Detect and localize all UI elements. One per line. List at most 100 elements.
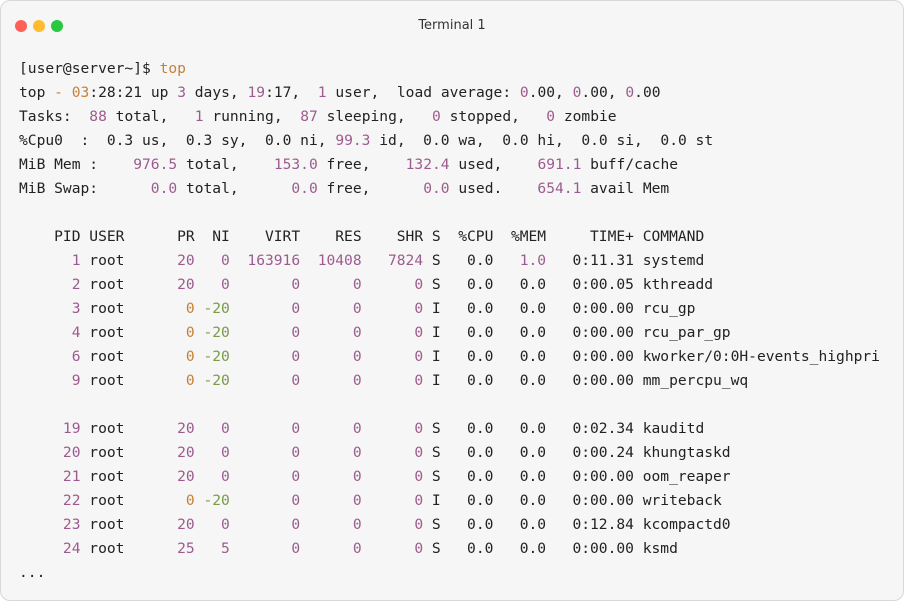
process-cell: 0 [291, 468, 301, 485]
process-cell: 0 [221, 252, 230, 269]
process-cell: 0 [291, 300, 301, 317]
process-cell: root [89, 276, 125, 293]
column-header: USER [89, 228, 125, 245]
process-cell: -20 [203, 300, 230, 317]
process-cell: 0 [352, 300, 362, 317]
process-cell: root [89, 516, 125, 533]
command: top [159, 60, 186, 77]
process-cell: 0 [352, 444, 362, 461]
summary-text: 88 [89, 108, 107, 125]
process-cell: rcu_par_gp [642, 324, 731, 341]
terminal-output: [user@server~]$ top top - 03:28:21 up 3 … [19, 57, 903, 585]
process-cell: 0 [352, 348, 362, 365]
process-cell: 20 [177, 444, 195, 461]
process-cell: 0 [414, 348, 424, 365]
process-cell: 0 [352, 516, 362, 533]
summary-text: 1 [317, 84, 327, 101]
process-cell: root [89, 372, 125, 389]
process-cell: 3 [71, 300, 81, 317]
summary-text: avail Mem [581, 180, 670, 197]
column-header: NI [212, 228, 230, 245]
process-cell: 0 [291, 372, 301, 389]
summary-text: running, [203, 108, 301, 125]
minimize-button[interactable] [33, 20, 45, 32]
process-cell: -20 [203, 492, 230, 509]
column-header: S [431, 228, 441, 245]
summary-text: .00, [528, 84, 573, 101]
process-cell: root [89, 444, 125, 461]
summary-text: id, 0.0 wa, 0.0 hi, 0.0 si, 0.0 st [370, 132, 714, 149]
process-cell: S [431, 444, 441, 461]
process-row: 3 root 0 -20 0 0 0 I 0.0 0.0 0:00.00 rcu_gp [19, 297, 903, 321]
process-cell: 0.0 [467, 252, 494, 269]
process-cell: 0:00.00 [572, 540, 634, 557]
process-cell: 0:00.00 [572, 324, 634, 341]
summary-text: 0.0 [291, 180, 318, 197]
column-header: PR [177, 228, 195, 245]
process-cell: S [431, 468, 441, 485]
process-cell: 0.0 [467, 300, 494, 317]
process-cell: 0.0 [519, 444, 547, 461]
summary-text: 0 [546, 108, 556, 125]
process-cell: 0.0 [519, 324, 547, 341]
process-cell: I [431, 300, 441, 317]
process-cell: mm_percpu_wq [642, 372, 749, 389]
process-cell: 0 [352, 540, 362, 557]
process-row: 1 root 20 0 163916 10408 7824 S 0.0 1.0 0:11.31 sys… [19, 249, 903, 273]
summary-text: 1 [194, 108, 204, 125]
process-cell: 9 [71, 372, 81, 389]
process-cell: S [431, 276, 441, 293]
process-row: 20 root 20 0 0 0 0 S 0.0 0.0 0:00.24 khungtaskd [19, 441, 903, 465]
process-cell: 0 [291, 420, 301, 437]
summary-text: 0.0 [423, 180, 450, 197]
process-cell: S [431, 252, 441, 269]
process-cell: 0.0 [519, 516, 547, 533]
process-cell: 0 [414, 444, 424, 461]
process-cell: 0 [221, 444, 230, 461]
zoom-button[interactable] [51, 20, 63, 32]
process-cell: 0:00.00 [572, 492, 634, 509]
summary-text: 0 [625, 84, 635, 101]
process-cell: 4 [71, 324, 81, 341]
process-cell: 0 [185, 372, 195, 389]
summary-text: 3 [177, 84, 186, 101]
process-cell: 0 [185, 492, 195, 509]
process-cell: oom_reaper [642, 468, 731, 485]
process-cell: 0:11.31 [572, 252, 634, 269]
process-cell: 0:00.05 [572, 276, 634, 293]
prompt: [user@server~]$ [19, 60, 151, 77]
process-cell: 0.0 [467, 444, 494, 461]
summary-text: Tasks: [19, 108, 90, 125]
summary-text: buff/cache [581, 156, 679, 173]
summary-text: MiB Swap: [19, 180, 151, 197]
summary-text: :17, [265, 84, 318, 101]
close-button[interactable] [15, 20, 27, 32]
summary-text: 691.1 [537, 156, 582, 173]
column-header: %CPU [458, 228, 494, 245]
process-cell: 0 [291, 492, 301, 509]
summary-text: total, [177, 156, 274, 173]
summary-text: :28:21 up [89, 84, 178, 101]
process-cell: 0 [221, 468, 230, 485]
process-cell: 7824 [387, 252, 424, 269]
process-cell: root [89, 492, 125, 509]
process-cell: 0 [414, 492, 424, 509]
process-row: 9 root 0 -20 0 0 0 I 0.0 0.0 0:00.00 mm_percpu_wq [19, 369, 903, 393]
process-cell: 0 [352, 276, 362, 293]
process-cell: 0 [291, 348, 301, 365]
process-cell: 0 [352, 492, 362, 509]
process-cell: root [89, 324, 125, 341]
process-cell: 0 [291, 276, 301, 293]
summary-text: total, [177, 180, 292, 197]
column-header: COMMAND [642, 228, 705, 245]
process-cell: 0.0 [467, 348, 494, 365]
process-cell: 1.0 [519, 252, 547, 269]
window-title: Terminal 1 [418, 18, 486, 33]
process-cell: 20 [62, 444, 81, 461]
process-cell: 0.0 [519, 540, 547, 557]
summary-line: %Cpu0 : 0.3 us, 0.3 sy, 0.0 ni, 99.3 id,… [19, 129, 903, 153]
summary-text: 0 [572, 84, 582, 101]
column-header: %MEM [510, 228, 547, 245]
process-cell: 0 [414, 276, 424, 293]
